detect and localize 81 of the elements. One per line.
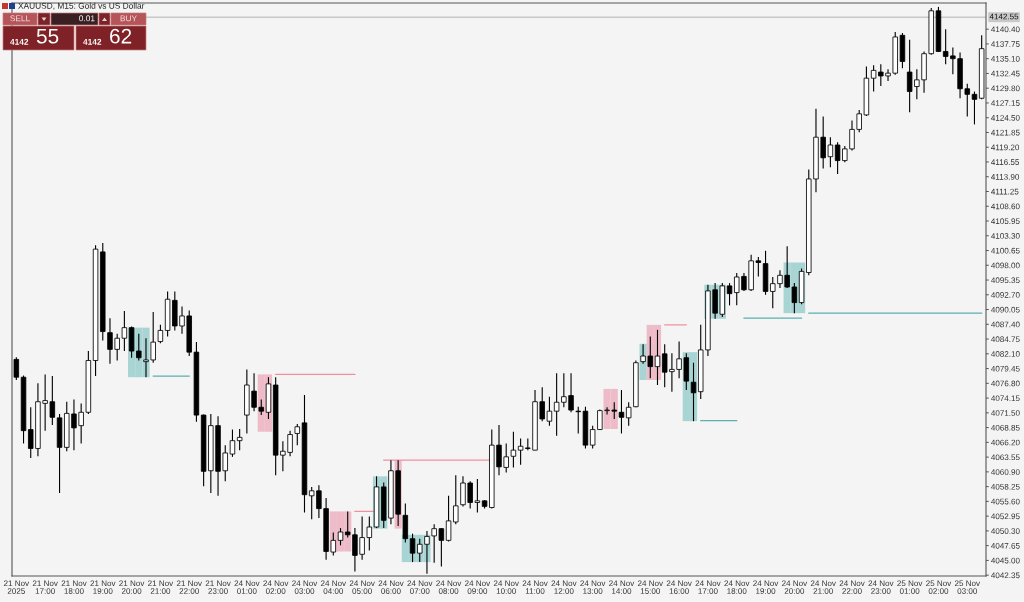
x-tick-label: 24 Nov 23:00	[868, 580, 894, 594]
x-tick-label: 24 Nov 21:00	[810, 580, 836, 594]
annotation: 62	[110, 28, 132, 44]
x-tick-label: 24 Nov 06:00	[378, 580, 404, 594]
x-tick-label: 24 Nov 18:00	[724, 580, 750, 594]
annotation: 4142	[83, 38, 102, 45]
y-tick-label: 4135.10	[991, 55, 1020, 62]
x-tick-label: 25 Nov 03:00	[954, 580, 980, 594]
y-tick-label: 4108.60	[991, 203, 1020, 210]
y-tick-label: 4066.20	[991, 439, 1020, 446]
x-tick-label: 24 Nov 07:00	[407, 580, 433, 594]
y-tick-label: 4140.40	[991, 26, 1020, 33]
y-tick-label: 4042.35	[991, 572, 1020, 579]
annotation: 0.01	[79, 15, 95, 22]
y-tick-label: 4060.90	[991, 469, 1020, 475]
x-tick-label: 21 Nov 22:00	[176, 580, 202, 594]
y-tick-label: 4052.95	[991, 513, 1020, 520]
y-tick-label: 4087.40	[991, 321, 1020, 328]
y-tick-label: 4116.55	[991, 159, 1020, 165]
x-tick-label: 24 Nov 05:00	[349, 580, 375, 594]
x-tick-label: 24 Nov 03:00	[292, 580, 318, 594]
y-tick-label: 4047.65	[991, 542, 1020, 549]
y-tick-label: 4058.25	[991, 483, 1020, 490]
x-tick-label: 25 Nov 01:00	[897, 580, 923, 594]
x-tick-label: 21 Nov 17:00	[32, 580, 58, 594]
y-tick-label: 4111.25	[991, 188, 1019, 195]
x-tick-label: 24 Nov 19:00	[753, 580, 779, 594]
annotation: 55	[36, 29, 59, 44]
y-tick-label: 4100.65	[991, 247, 1020, 254]
y-tick-label: 4137.75	[991, 41, 1020, 47]
ref-line-label: 4142.55	[989, 13, 1019, 20]
y-tick-label: 4124.50	[991, 115, 1020, 121]
y-tick-label: 4079.45	[991, 365, 1020, 372]
y-tick-label: 4045.00	[991, 557, 1020, 564]
y-tick-label: 4074.15	[991, 395, 1020, 402]
y-tick-label: 4055.60	[991, 498, 1020, 505]
annotation: SELL	[10, 15, 30, 22]
x-tick-label: 21 Nov 19:00	[90, 580, 116, 594]
y-tick-label: 4084.75	[991, 336, 1020, 343]
x-tick-label: 24 Nov 20:00	[782, 580, 808, 594]
annotation: BUY	[120, 15, 137, 22]
y-tick-label: 4105.95	[991, 218, 1020, 225]
y-tick-label: 4092.70	[991, 292, 1020, 298]
x-tick-label: 21 Nov 2025	[3, 580, 30, 594]
y-tick-label: 4103.30	[991, 233, 1020, 239]
y-tick-label: 4090.05	[991, 306, 1020, 313]
chart-title: XAUUSD, M15: Gold vs US Dollar	[18, 2, 145, 10]
x-tick-label: 24 Nov 08:00	[436, 580, 462, 594]
x-tick-label: 24 Nov 09:00	[465, 580, 491, 594]
x-tick-label: 25 Nov 02:00	[926, 580, 952, 594]
x-tick-label: 24 Nov 12:00	[551, 580, 577, 594]
y-tick-label: 4082.10	[991, 351, 1020, 357]
y-tick-label: 4050.30	[991, 528, 1020, 534]
y-tick-label: 4132.45	[991, 70, 1020, 77]
y-tick-label: 4113.90	[991, 174, 1020, 180]
y-tick-label: 4095.35	[991, 277, 1020, 284]
x-tick-label: 24 Nov 11:00	[522, 580, 548, 594]
y-tick-label: 4076.80	[991, 380, 1020, 387]
y-tick-label: 4129.80	[991, 85, 1020, 92]
x-tick-label: 24 Nov 10:00	[493, 580, 519, 594]
y-tick-label: 4063.55	[991, 454, 1020, 461]
x-tick-label: 24 Nov 04:00	[320, 580, 347, 594]
x-tick-label: 21 Nov 20:00	[119, 580, 145, 594]
x-tick-label: 24 Nov 01:00	[234, 580, 260, 594]
y-tick-label: 4098.00	[991, 262, 1020, 269]
x-tick-label: 21 Nov 18:00	[61, 580, 87, 594]
y-tick-label: 4068.85	[991, 424, 1020, 431]
x-tick-label: 24 Nov 14:00	[609, 580, 635, 594]
x-tick-label: 24 Nov 13:00	[580, 580, 606, 594]
x-tick-label: 24 Nov 02:00	[263, 580, 289, 594]
x-tick-label: 24 Nov 17:00	[695, 580, 721, 594]
x-tick-label: 21 Nov 23:00	[205, 580, 231, 594]
y-tick-label: 4121.85	[991, 129, 1020, 136]
y-tick-label: 4071.50	[991, 410, 1020, 416]
x-tick-label: 24 Nov 22:00	[839, 580, 865, 594]
x-tick-label: 24 Nov 15:00	[637, 580, 664, 594]
annotation: 4142	[10, 38, 29, 45]
x-tick-label: 21 Nov 21:00	[148, 580, 174, 594]
y-tick-label: 4127.15	[991, 100, 1020, 106]
x-tick-label: 24 Nov 16:00	[666, 580, 692, 594]
y-tick-label: 4119.20	[991, 144, 1020, 151]
